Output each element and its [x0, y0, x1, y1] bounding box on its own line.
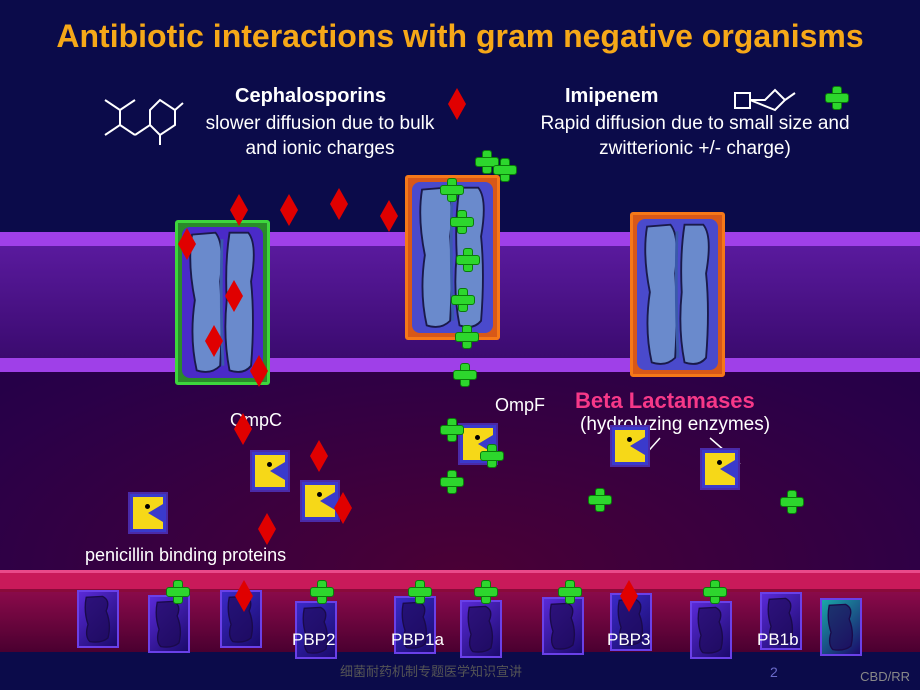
ompc-label: OmpC	[230, 410, 282, 431]
pbp-0	[77, 590, 119, 648]
ceph-subtext: slower diffusion due to bulk and ionic c…	[200, 112, 440, 161]
ceph-structure-icon	[95, 85, 185, 155]
imi-molecule-5	[456, 248, 478, 270]
imi-molecule-17	[474, 580, 496, 602]
imi-molecule-2	[493, 158, 515, 180]
pbp-label-3: PBP2	[292, 630, 335, 650]
pbp-2	[220, 590, 262, 648]
ompf-label: OmpF	[495, 395, 545, 416]
imi-molecule-3	[440, 178, 462, 200]
imi-molecule-9	[440, 418, 462, 440]
footer-credit: CBD/RR	[860, 669, 910, 684]
beta-lactamase-2	[300, 480, 340, 522]
ceph-molecule-0	[448, 88, 466, 120]
imi-molecule-13	[780, 490, 802, 512]
imi-molecule-16	[408, 580, 430, 602]
ceph-molecule-2	[280, 194, 298, 226]
imi-molecule-4	[450, 210, 472, 232]
pore-ompc	[175, 220, 270, 385]
imi-molecule-7	[455, 325, 477, 347]
imi-molecule-18	[558, 580, 580, 602]
imi-molecule-10	[480, 444, 502, 466]
pbp-6	[542, 597, 584, 655]
ceph-heading: Cephalosporins	[235, 85, 386, 108]
ceph-molecule-4	[380, 200, 398, 232]
imi-molecule-6	[451, 288, 473, 310]
imi-molecule-12	[588, 488, 610, 510]
imi-heading: Imipenem	[565, 85, 658, 108]
beta-lactamase-title: Beta Lactamases	[575, 388, 755, 414]
imi-molecule-0	[825, 86, 847, 108]
pbp-1	[148, 595, 190, 653]
imi-molecule-15	[310, 580, 332, 602]
beta-lactamase-3	[610, 425, 650, 467]
imi-molecule-19	[703, 580, 725, 602]
pbp-label: penicillin binding proteins	[85, 545, 286, 566]
beta-lactamase-1	[250, 450, 290, 492]
pore-ompf2	[630, 212, 725, 377]
pbp-5	[460, 600, 502, 658]
beta-lactamase-sub: (hydrolyzing enzymes)	[580, 414, 770, 436]
footer-chinese: 细菌耐药机制专题医学知识宣讲	[340, 661, 522, 680]
ceph-molecule-3	[330, 188, 348, 220]
slide-number: 2	[770, 664, 778, 680]
imi-subtext: Rapid diffusion due to small size and zw…	[535, 112, 855, 161]
pbp-label-4: PBP1a	[391, 630, 444, 650]
pbp-label-7: PBP3	[607, 630, 650, 650]
page-title: Antibiotic interactions with gram negati…	[0, 0, 920, 63]
pbp-label-9: PB1b	[757, 630, 799, 650]
pbp-8	[690, 601, 732, 659]
imi-molecule-11	[440, 470, 462, 492]
imi-molecule-8	[453, 363, 475, 385]
beta-lactamase-0	[128, 492, 168, 534]
pbp-10	[820, 598, 862, 656]
imi-molecule-14	[166, 580, 188, 602]
beta-lactamase-4	[700, 448, 740, 490]
